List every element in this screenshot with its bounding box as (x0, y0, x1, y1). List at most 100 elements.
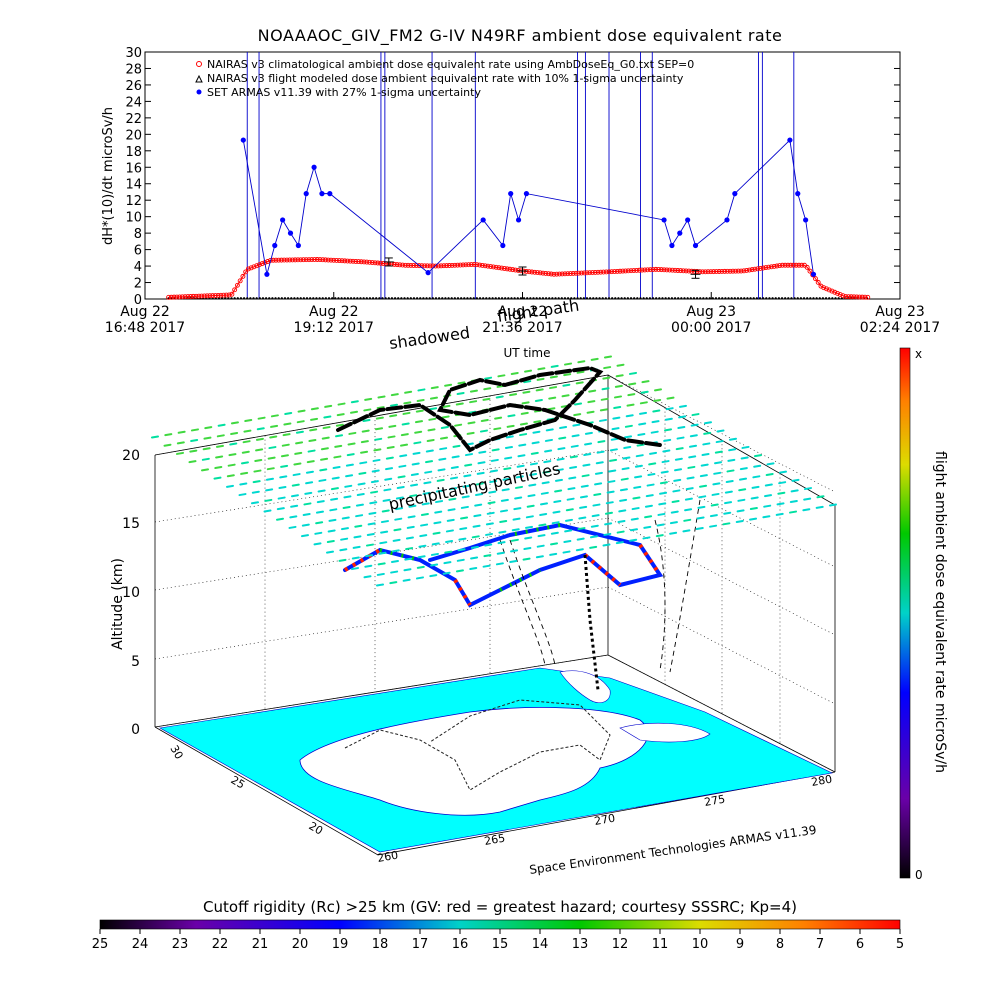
flight-modeled-point (331, 297, 334, 300)
particle-mark (378, 551, 387, 555)
particle-mark (417, 555, 426, 559)
particle-mark (763, 504, 772, 508)
flight-modeled-point (799, 297, 803, 300)
nairas-clim-point (193, 293, 199, 299)
particle-mark (316, 500, 325, 504)
nairas-clim-point (237, 278, 243, 284)
flight-modeled-point (371, 297, 375, 300)
flight-modeled-point (604, 297, 607, 300)
nairas-clim-point (317, 257, 323, 263)
particle-mark (411, 462, 420, 466)
nairas-clim-point (482, 263, 488, 269)
nairas-clim-point (691, 268, 697, 274)
flight-modeled-point (626, 297, 629, 300)
flight-modeled-point (727, 297, 730, 300)
particle-mark (619, 488, 628, 492)
particle-mark (366, 532, 375, 536)
nairas-clim-point (702, 269, 708, 275)
particle-mark (724, 501, 733, 505)
particle-mark (526, 504, 535, 508)
nairas-clim-point (507, 266, 513, 272)
flight-modeled-point (268, 297, 271, 300)
particle-mark (776, 502, 785, 506)
flight-modeled-point (740, 297, 743, 300)
particle-mark (284, 411, 293, 415)
armas-point (692, 242, 699, 249)
nairas-clim-point (741, 268, 747, 274)
particle-mark (485, 532, 494, 536)
legend-entry-nairas-flight: NAIRAS v3 flight modeled dose ambient eq… (207, 72, 684, 85)
nairas-clim-point (336, 258, 342, 264)
nairas-clim-point (405, 262, 411, 268)
particle-mark (519, 433, 528, 437)
particle-mark (648, 462, 657, 466)
flight-modeled-point (746, 297, 749, 300)
flight-modeled-point (425, 297, 428, 300)
nairas-clim-point (204, 293, 210, 299)
flight-modeled-point (500, 297, 504, 300)
rigidity-tick-label: 18 (372, 937, 389, 952)
particle-mark (421, 502, 430, 506)
nairas-clim-point (793, 262, 799, 268)
credit-text: Space Environment Technologies ARMAS v11… (528, 823, 817, 877)
flight-modeled-point (607, 297, 611, 300)
nairas-clim-point (672, 267, 678, 273)
particle-mark (611, 427, 620, 431)
nairas-clim-point (177, 294, 183, 300)
particle-mark (583, 453, 592, 457)
particle-mark (490, 469, 498, 473)
flight-modeled-point (705, 297, 708, 300)
particle-mark (551, 521, 560, 525)
particle-mark (320, 457, 329, 461)
flight-modeled-point (762, 297, 765, 300)
flight-modeled-point (460, 297, 463, 300)
particle-mark (322, 426, 331, 430)
particle-mark (644, 515, 653, 519)
rigidity-tick-label: 25 (92, 937, 109, 952)
flight-modeled-point (554, 297, 557, 300)
particle-mark (528, 483, 537, 487)
particle-mark (550, 364, 559, 368)
flight-modeled-point (648, 297, 652, 300)
nairas-clim-point (474, 262, 480, 268)
flight-modeled-point (239, 297, 243, 300)
rigidity-tick-label: 23 (172, 937, 189, 952)
particle-mark (335, 423, 344, 427)
nairas-clim-point (328, 257, 334, 263)
flight-modeled-point (812, 297, 815, 300)
nairas-clim-point (661, 267, 667, 273)
particle-mark (398, 464, 407, 468)
flight-modeled-point (227, 297, 230, 300)
nairas-clim-point (199, 293, 205, 299)
particle-mark (804, 487, 812, 491)
rigidity-tick-label: 24 (132, 937, 149, 952)
particle-mark (474, 503, 483, 507)
particle-mark (591, 514, 600, 518)
particle-mark (476, 471, 485, 475)
particle-mark (340, 537, 349, 541)
particle-mark (604, 522, 613, 526)
nairas-clim-point (168, 294, 174, 300)
nairas-clim-point (771, 263, 777, 269)
flight-modeled-point (412, 297, 416, 300)
series-layer (166, 137, 871, 300)
flight-modeled-point (818, 297, 821, 300)
flight-modeled-point (236, 297, 239, 300)
wall-gridline (154, 374, 609, 456)
nairas-clim-point (378, 260, 383, 266)
nairas-clim-point (760, 265, 766, 271)
particle-mark (278, 485, 287, 489)
particle-mark (563, 539, 572, 543)
particle-mark (500, 509, 509, 513)
particle-mark (363, 575, 372, 579)
particle-mark (382, 498, 391, 502)
nairas-clim-point (501, 266, 507, 271)
nairas-clim-point (647, 267, 653, 273)
flight-modeled-point (428, 297, 431, 300)
y-tick-label: 14 (125, 178, 142, 193)
particle-mark (686, 476, 695, 480)
flight-modeled-point (359, 297, 362, 300)
particle-mark (684, 508, 693, 512)
particle-mark (533, 420, 542, 424)
particle-mark (578, 516, 587, 520)
